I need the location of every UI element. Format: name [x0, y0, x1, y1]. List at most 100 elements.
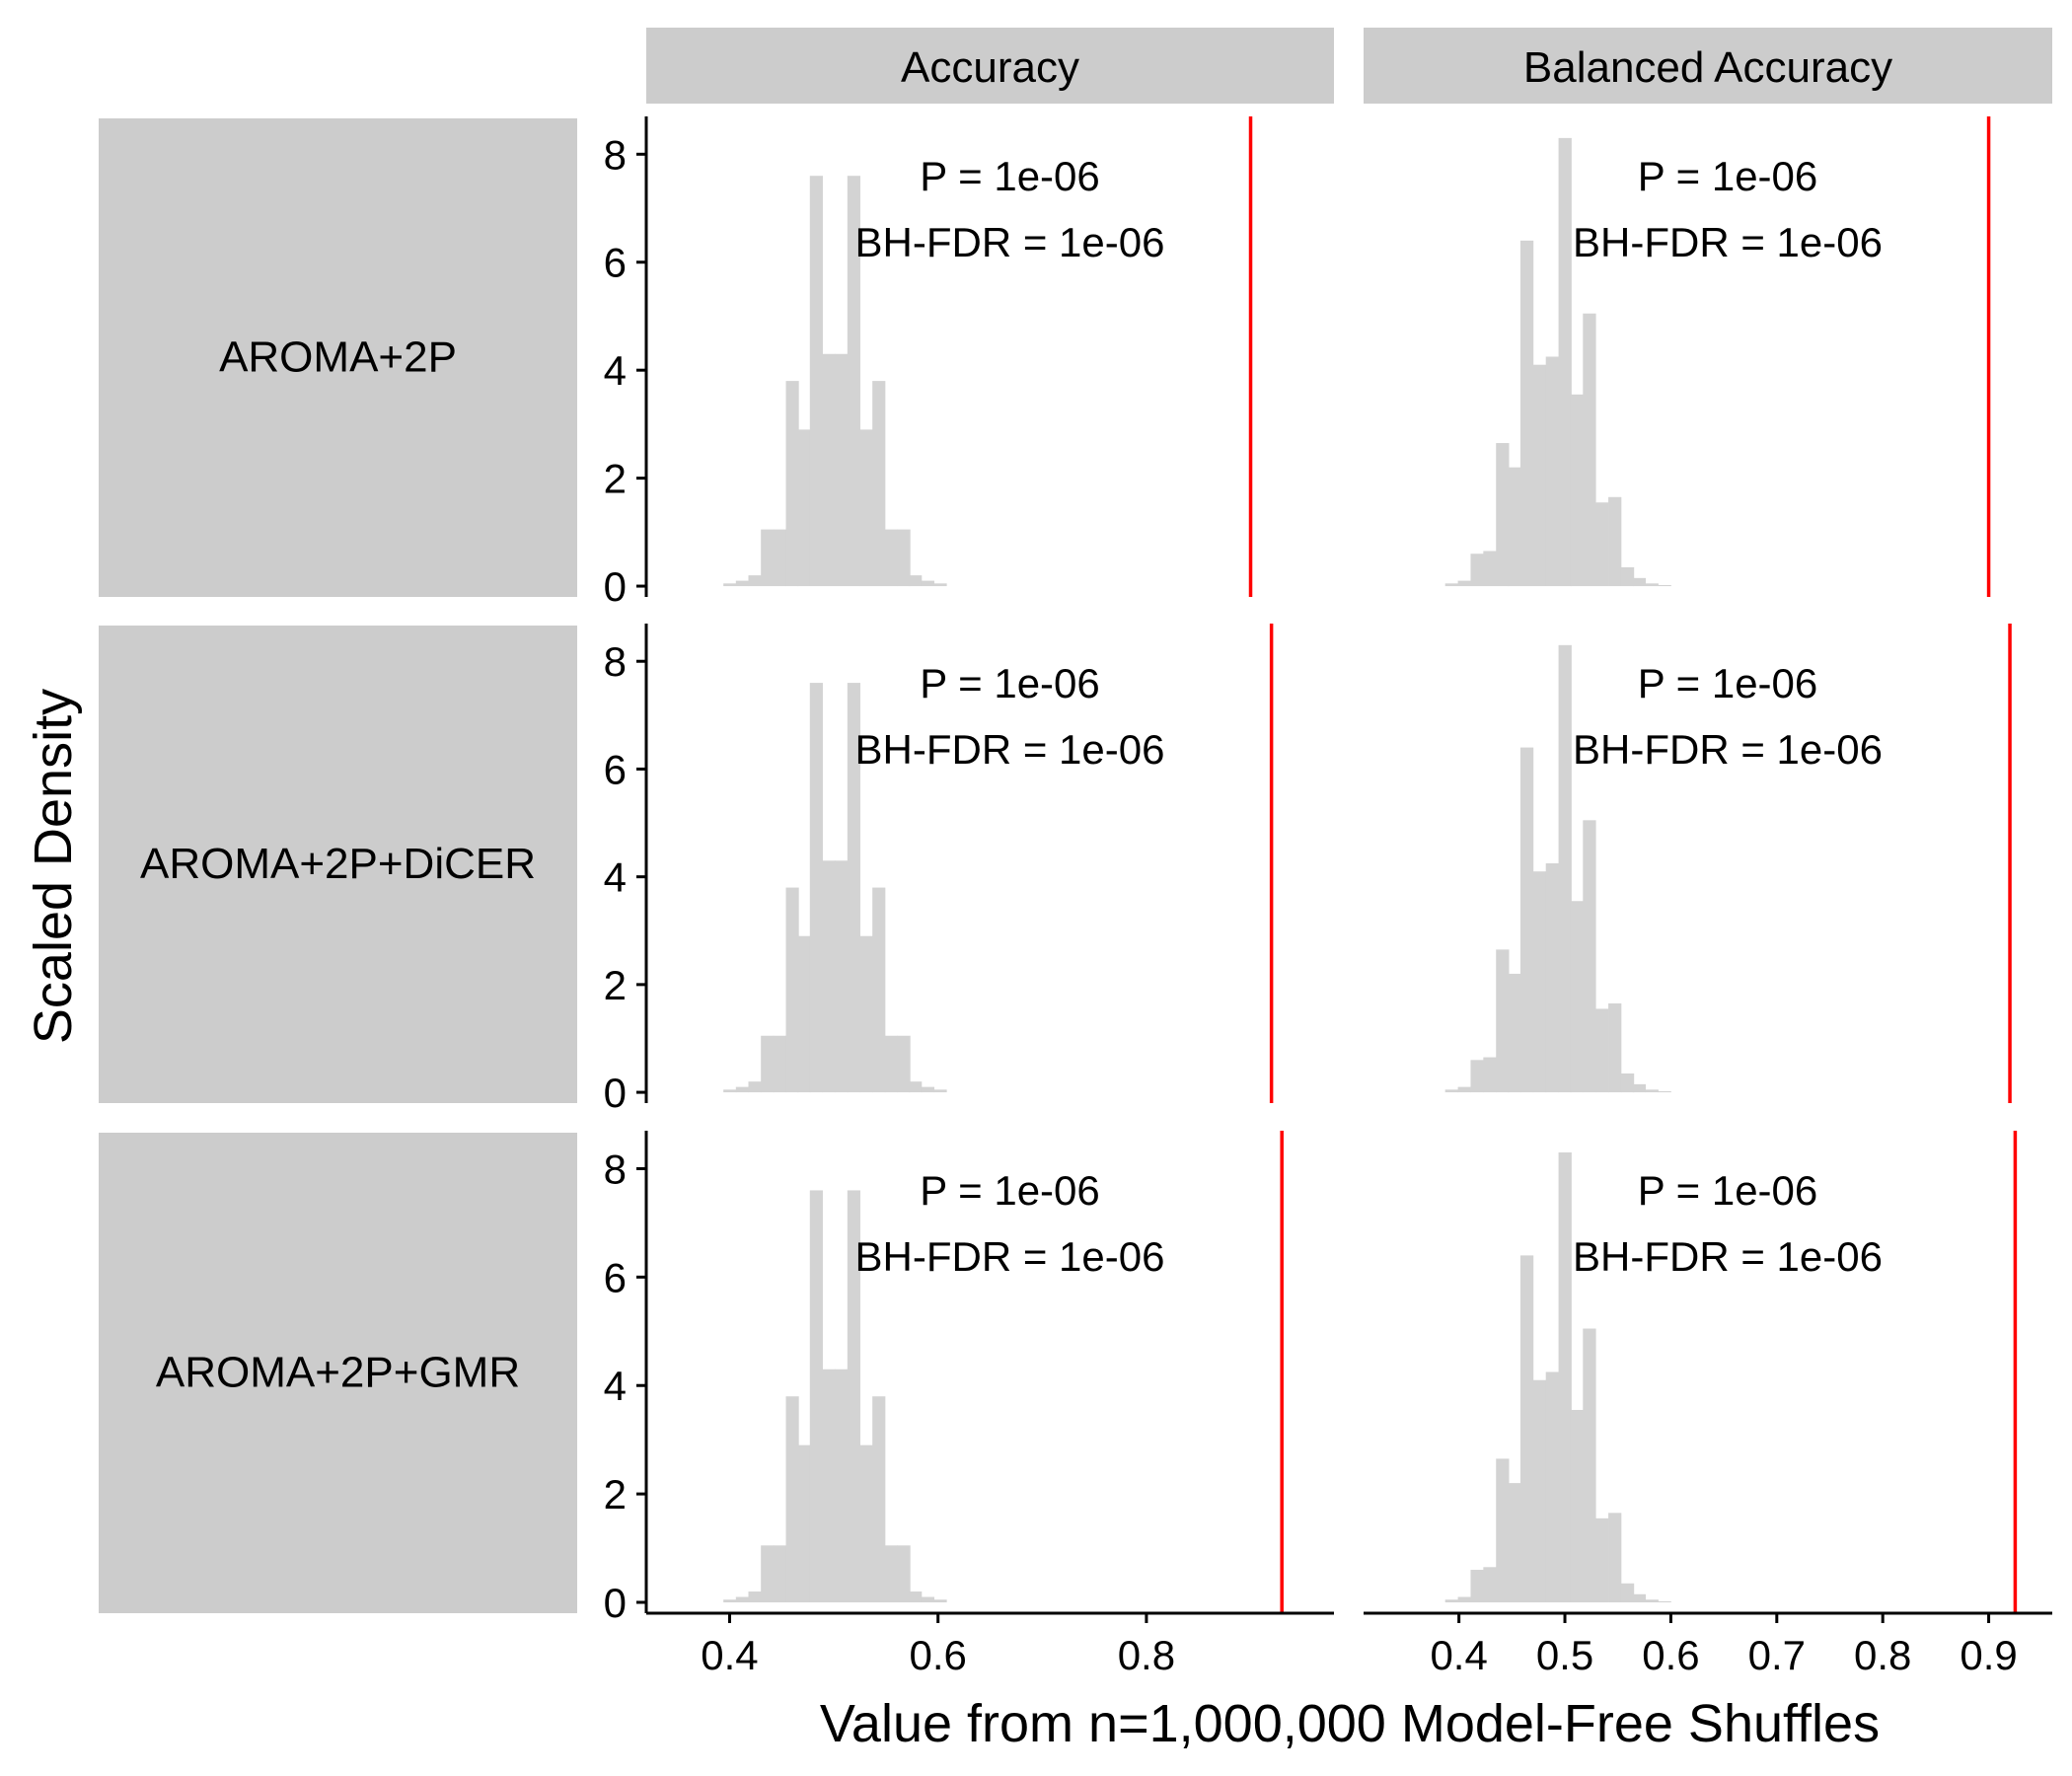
histogram-bar [1519, 1255, 1534, 1603]
histogram-bar [761, 1545, 775, 1603]
histogram-bars [1444, 137, 1671, 587]
histogram-bar [1620, 566, 1635, 587]
histogram-bar [1558, 644, 1572, 1093]
fdr-label: BH-FDR = 1e-06 [1573, 219, 1883, 265]
histogram-bar [859, 935, 873, 1093]
histogram-bar [884, 1035, 899, 1093]
panel-aroma-2p-accuracy: P = 1e-06 BH-FDR = 1e-06 0 2 4 6 8 [604, 116, 1253, 610]
column-strip-label: Accuracy [901, 43, 1079, 92]
x-tick-label: 0.8 [1854, 1632, 1911, 1678]
histogram-bar [1645, 1599, 1659, 1603]
histogram-bars [1444, 644, 1671, 1093]
y-tick-label: 8 [604, 638, 627, 685]
p-value-label: P = 1e-06 [920, 1167, 1100, 1214]
row-strip-label: AROMA+2P+GMR [156, 1349, 520, 1397]
histogram-bar [785, 887, 799, 1093]
histogram-bar [909, 575, 923, 587]
x-axis-title: Value from n=1,000,000 Model-Free Shuffl… [820, 1694, 1880, 1753]
x-tick-label: 0.6 [1642, 1632, 1699, 1678]
row-strip-aroma-2p-gmr: AROMA+2P+GMR [99, 1133, 577, 1613]
histogram-bar [1658, 584, 1671, 587]
panel-aroma-2p-gmr-balanced-accuracy: P = 1e-06 BH-FDR = 1e-06 [1444, 1131, 2018, 1613]
histogram-bar [797, 1444, 811, 1603]
histogram-bar [1483, 1057, 1497, 1093]
histogram-bar [1508, 973, 1521, 1093]
histogram-bar [1632, 1593, 1647, 1603]
y-tick-label: 2 [604, 1471, 627, 1517]
histogram-bar [797, 429, 811, 587]
y-axis: 0 2 4 6 8 [604, 116, 648, 610]
histogram-bar [835, 353, 849, 587]
histogram-bar [933, 1089, 947, 1093]
y-tick-label: 0 [604, 1580, 627, 1626]
histogram-bar [1608, 1513, 1622, 1603]
y-tick-label: 2 [604, 962, 627, 1008]
y-axis-title: Scaled Density [24, 689, 83, 1044]
histogram-bar [723, 583, 737, 587]
row-strip-bg [99, 118, 577, 597]
panel-aroma-2p-dicer-balanced-accuracy: P = 1e-06 BH-FDR = 1e-06 [1444, 624, 2012, 1103]
histogram-bar [1532, 871, 1547, 1093]
x-tick-label: 0.9 [1960, 1632, 2017, 1678]
histogram-bar [1545, 1371, 1559, 1603]
p-value-label: P = 1e-06 [1638, 660, 1818, 706]
histogram-bar [909, 1591, 923, 1603]
panel-aroma-2p-dicer-accuracy: P = 1e-06 BH-FDR = 1e-06 0 2 4 6 8 [604, 624, 1274, 1116]
histogram-bar [933, 583, 947, 587]
histogram-bar [822, 860, 836, 1093]
fdr-label: BH-FDR = 1e-06 [1573, 1233, 1883, 1280]
histogram-bar [1470, 1570, 1484, 1603]
panel-aroma-2p-balanced-accuracy: P = 1e-06 BH-FDR = 1e-06 [1444, 116, 1991, 597]
histogram-bar [1632, 1083, 1647, 1093]
histogram-bar [773, 1035, 787, 1093]
histogram-bar [1483, 551, 1497, 587]
histogram-bar [1470, 554, 1484, 587]
histogram-bar [797, 935, 811, 1093]
y-tick-label: 4 [604, 854, 627, 901]
histogram-bar [921, 1596, 934, 1603]
histogram-bar [1658, 1090, 1671, 1093]
histogram-bar [897, 1545, 911, 1603]
histogram-bar [1457, 1596, 1471, 1603]
histogram-bars [723, 176, 947, 587]
row-strip-bg [99, 626, 577, 1103]
histogram-bar [872, 887, 886, 1093]
histogram-bar [847, 1190, 860, 1603]
histogram-bar [773, 1545, 787, 1603]
histogram-bar [897, 1035, 911, 1093]
fdr-label: BH-FDR = 1e-06 [855, 726, 1165, 773]
histogram-bar [1444, 1089, 1458, 1093]
histogram-bar [872, 1396, 886, 1603]
histogram-bar [909, 1081, 923, 1093]
p-value-label: P = 1e-06 [920, 660, 1100, 706]
y-tick-label: 8 [604, 1146, 627, 1192]
histogram-bar [1508, 467, 1521, 587]
histogram-bar [1595, 1008, 1609, 1093]
histogram-bar [872, 381, 886, 587]
histogram-bar [773, 529, 787, 587]
histogram-bar [1570, 1409, 1584, 1603]
p-value-label: P = 1e-06 [920, 153, 1100, 199]
histogram-bar [1470, 1060, 1484, 1093]
histogram-bar [1532, 364, 1547, 587]
histogram-bar [1496, 949, 1510, 1093]
histogram-bar [1532, 1379, 1547, 1603]
row-strip-aroma-2p: AROMA+2P [99, 118, 577, 597]
histogram-bar [1608, 1002, 1622, 1093]
histogram-bar [735, 580, 749, 587]
histogram-bar [1508, 1483, 1521, 1603]
histogram-bar [1444, 583, 1458, 587]
histogram-bar [1519, 240, 1534, 587]
histogram-bar [1595, 1517, 1609, 1603]
y-tick-label: 6 [604, 746, 627, 792]
histogram-bar [1583, 820, 1596, 1093]
y-tick-label: 2 [604, 456, 627, 502]
histogram-bar [1444, 1599, 1458, 1603]
x-tick-label: 0.8 [1118, 1632, 1175, 1678]
histogram-bar [1608, 496, 1622, 587]
histogram-bar [822, 1369, 836, 1603]
histogram-bar [822, 353, 836, 587]
row-strip-label: AROMA+2P+DiCER [140, 840, 536, 888]
histogram-bar [1457, 580, 1471, 587]
histogram-bar [1645, 583, 1659, 587]
